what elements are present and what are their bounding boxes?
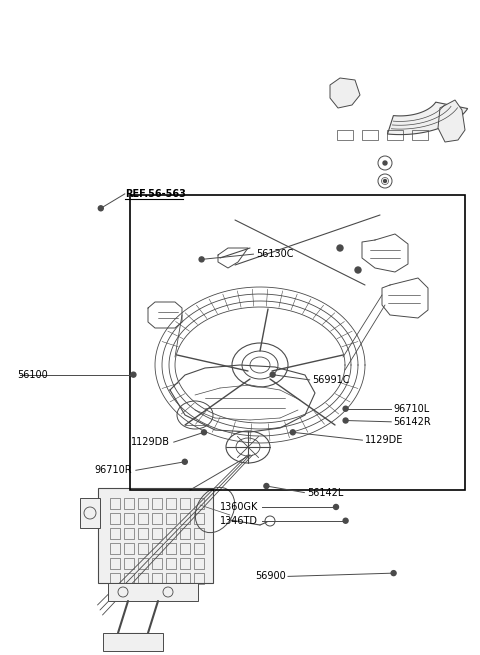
Circle shape [290,430,295,435]
Bar [152,528,162,539]
Polygon shape [330,78,360,108]
Circle shape [98,206,103,211]
Text: REF.56-563: REF.56-563 [125,189,186,199]
Bar [152,513,162,524]
Circle shape [264,483,269,489]
Bar [138,498,148,509]
Bar [194,558,204,569]
Bar [412,130,428,140]
Bar [124,498,134,509]
Circle shape [355,267,361,273]
Bar [138,573,148,584]
Text: 96710L: 96710L [394,403,430,414]
Bar [138,558,148,569]
Bar [130,195,465,490]
Bar [110,573,120,584]
Text: 56991C: 56991C [312,375,349,385]
Text: 56900: 56900 [255,571,286,582]
Bar [124,558,134,569]
Bar [194,513,204,524]
Bar [152,558,162,569]
Bar [124,573,134,584]
Circle shape [391,571,396,576]
Circle shape [182,459,187,464]
Text: 96710R: 96710R [95,465,132,476]
Circle shape [199,257,204,262]
Text: 56130C: 56130C [256,249,293,259]
Bar [138,513,148,524]
Text: 1346TD: 1346TD [220,515,258,526]
Bar [194,528,204,539]
Bar [138,543,148,554]
Circle shape [337,245,343,251]
Bar [362,130,378,140]
Bar [166,543,176,554]
Bar [124,543,134,554]
Bar [152,573,162,584]
Text: 1129DE: 1129DE [365,435,403,445]
Polygon shape [387,102,468,134]
Circle shape [343,518,348,523]
Bar [387,130,403,140]
Bar [98,488,213,583]
Circle shape [202,430,206,435]
Bar [110,558,120,569]
Circle shape [334,504,338,510]
Bar [152,543,162,554]
Bar [194,498,204,509]
Bar [166,558,176,569]
Text: 56142L: 56142L [307,487,344,498]
Circle shape [343,418,348,423]
Bar [180,558,190,569]
Circle shape [270,372,275,377]
Bar [124,528,134,539]
Bar [166,528,176,539]
Bar [80,498,100,528]
Circle shape [131,372,136,377]
Bar [138,528,148,539]
Bar [337,130,353,140]
Circle shape [343,406,348,411]
Bar [194,543,204,554]
Circle shape [384,179,386,183]
Bar [110,528,120,539]
Bar [152,498,162,509]
Polygon shape [438,100,465,142]
Bar [108,583,198,601]
Circle shape [383,161,387,165]
Bar [180,528,190,539]
Bar [103,633,163,651]
Bar [166,498,176,509]
Bar [110,543,120,554]
Bar [110,513,120,524]
Text: 1129DB: 1129DB [132,437,170,447]
Text: 56100: 56100 [17,369,48,380]
Bar [180,573,190,584]
Bar [166,573,176,584]
Bar [180,513,190,524]
Bar [166,513,176,524]
Bar [124,513,134,524]
Bar [194,573,204,584]
Text: 1360GK: 1360GK [220,502,258,512]
Bar [110,498,120,509]
Bar [180,498,190,509]
Bar [180,543,190,554]
Text: 56142R: 56142R [394,417,432,427]
